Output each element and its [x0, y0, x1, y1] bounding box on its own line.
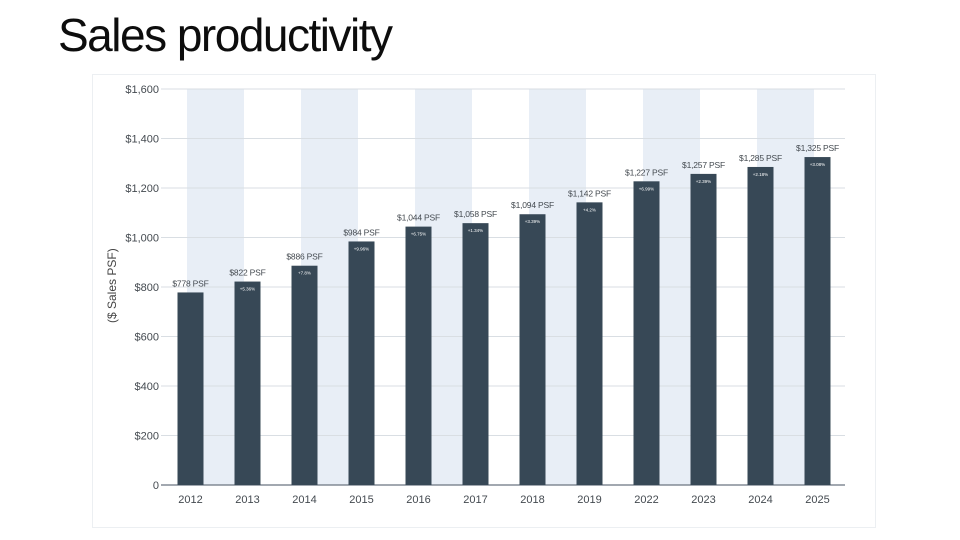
bar-value-label: $1,227 PSF — [625, 167, 668, 177]
bar-value-label: $778 PSF — [172, 278, 208, 288]
x-tick-label: 2025 — [805, 494, 829, 506]
x-tick-label: 2019 — [577, 494, 601, 506]
x-tick-label: 2015 — [349, 494, 373, 506]
bar-2019 — [576, 202, 603, 485]
bar-value-label: $1,325 PSF — [796, 143, 839, 153]
bar-value-label: $984 PSF — [343, 227, 379, 237]
bar-growth-label: +6.99% — [639, 186, 654, 191]
bar-growth-label: +1.34% — [468, 228, 483, 233]
y-tick-label: $400 — [135, 381, 159, 393]
bar-value-label: $822 PSF — [229, 268, 265, 278]
bar-growth-label: +4.2% — [583, 207, 596, 212]
bar-value-label: $886 PSF — [286, 252, 322, 262]
bar-growth-label: +7.8% — [298, 271, 311, 276]
x-tick-label: 2023 — [691, 494, 715, 506]
bar-value-label: $1,285 PSF — [739, 153, 782, 163]
y-tick-label: $1,600 — [125, 84, 159, 96]
y-tick-label: $200 — [135, 431, 159, 443]
bar-2013 — [234, 281, 261, 485]
x-tick-label: 2024 — [748, 494, 772, 506]
bar-growth-label: +2.18% — [753, 172, 768, 177]
bar-2012 — [177, 292, 204, 485]
bar-growth-label: +3.08% — [810, 162, 825, 167]
bar-2015 — [348, 241, 375, 485]
x-tick-label: 2013 — [235, 494, 259, 506]
bar-growth-label: +2.39% — [696, 179, 711, 184]
y-tick-label: $1,000 — [125, 233, 159, 245]
x-tick-label: 2016 — [406, 494, 430, 506]
bar-2018 — [519, 214, 546, 486]
y-tick-label: 0 — [153, 480, 159, 492]
bar-growth-label: +9.96% — [354, 246, 369, 251]
bar-value-label: $1,094 PSF — [511, 200, 554, 210]
page-title: Sales productivity — [58, 9, 393, 61]
bar-2014 — [291, 265, 318, 485]
x-tick-label: 2012 — [178, 494, 202, 506]
y-tick-label: $1,400 — [125, 134, 159, 146]
y-tick-label: $600 — [135, 332, 159, 344]
x-tick-label: 2018 — [520, 494, 544, 506]
bar-growth-label: +6.75% — [411, 232, 426, 237]
bar-value-label: $1,257 PSF — [682, 160, 725, 170]
y-tick-label: $1,200 — [125, 183, 159, 195]
y-tick-label: $800 — [135, 282, 159, 294]
x-tick-label: 2014 — [292, 494, 316, 506]
bar-chart: 0 $200 $400 $600 $800 $1,000 $1,200 $1,400 $1,60… — [125, 84, 845, 506]
bar-growth-label: +3.39% — [525, 219, 540, 224]
bar-value-label: $1,142 PSF — [568, 188, 611, 198]
bar-2023 — [690, 173, 717, 485]
bar-2016 — [405, 226, 432, 486]
bar-2017 — [462, 223, 489, 485]
y-axis-label: ($ Sales PSF) — [105, 248, 119, 323]
bar-2024 — [747, 166, 774, 485]
bar-value-label: $1,058 PSF — [454, 209, 497, 219]
bar-2022 — [633, 181, 660, 485]
bar-growth-label: +5.36% — [240, 287, 255, 292]
x-tick-label: 2017 — [463, 494, 487, 506]
bar-2025 — [804, 157, 831, 485]
x-tick-label: 2022 — [634, 494, 658, 506]
bar-value-label: $1,044 PSF — [397, 213, 440, 223]
chart-card: 0 $200 $400 $600 $800 $1,000 $1,200 $1,400 $1,60… — [92, 74, 876, 528]
